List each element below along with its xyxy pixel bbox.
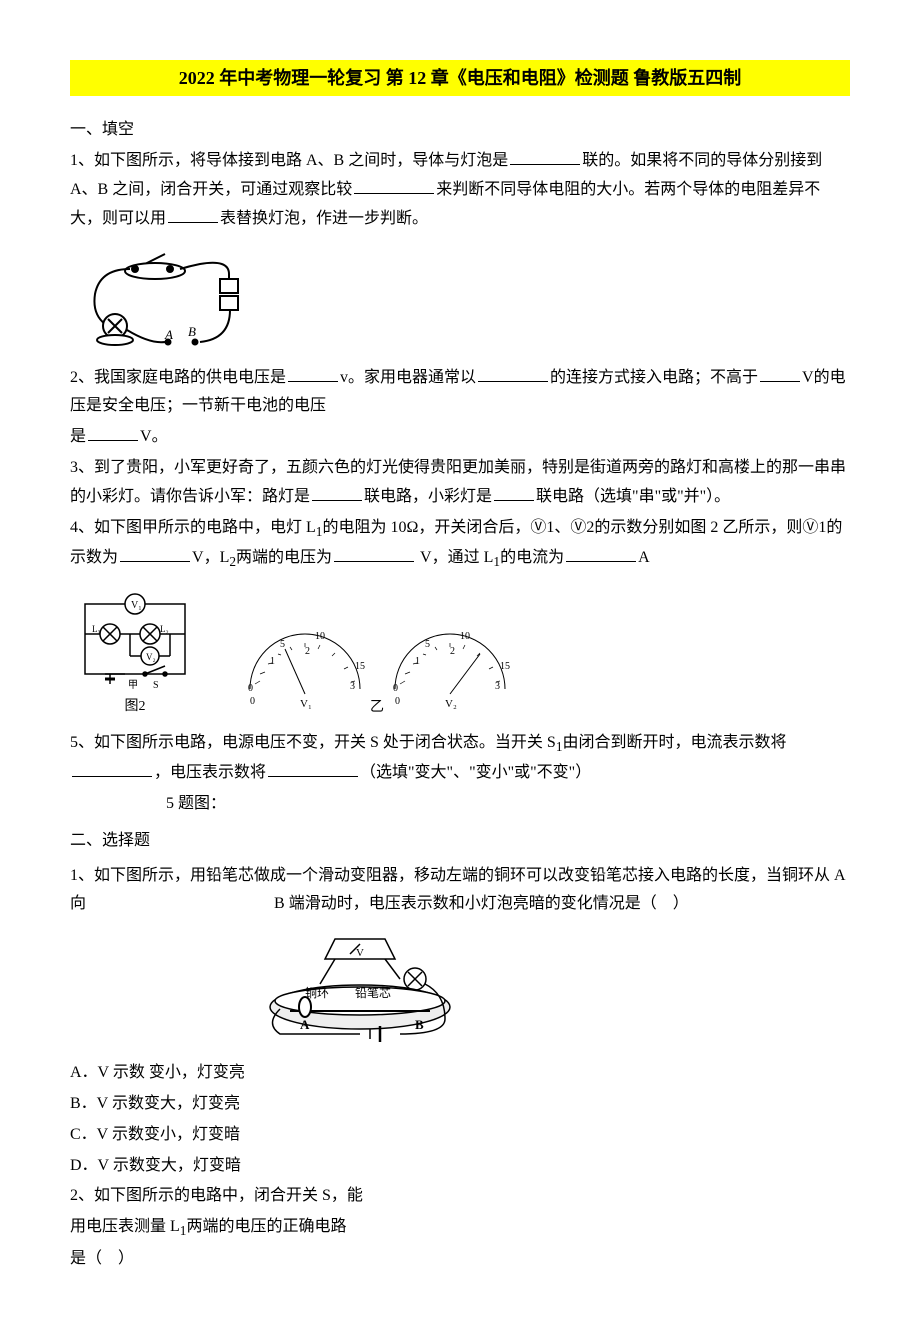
q7-l2a: 用电压表测量 L <box>70 1218 180 1235</box>
q1-figure: A B <box>70 244 850 354</box>
q4-figure: V₁ V₂ L₁ L₂ 甲 S 图2 0 0 5 1 10 <box>70 584 850 719</box>
q3-blank1 <box>312 484 362 501</box>
svg-text:S: S <box>153 680 159 691</box>
q7-line1: 2、如下图所示的电路中，闭合开关 S，能 <box>70 1182 850 1211</box>
q5-text: 5、如下图所示电路，电源电压不变，开关 S 处于闭合状态。当开关 S1由闭合到断… <box>70 729 850 788</box>
q4-blank3 <box>566 545 636 562</box>
q5-blank2 <box>268 760 358 777</box>
q3-text: 3、到了贵阳，小军更好奇了，五颜六色的灯光使得贵阳更加美丽，特别是街道两旁的路灯… <box>70 454 850 512</box>
svg-text:V₁: V₁ <box>300 698 312 710</box>
q7-line3: 是（ ） <box>70 1245 850 1274</box>
svg-text:0: 0 <box>395 696 400 707</box>
q1-end: 表替换灯泡，作进一步判断。 <box>220 210 428 227</box>
q2-mid1: v。家用电器通常以 <box>340 369 476 386</box>
q2-line2end: V。 <box>140 428 168 445</box>
svg-text:V₁: V₁ <box>131 600 142 611</box>
q2-line2: 是 V。 <box>70 423 850 452</box>
svg-text:10: 10 <box>315 631 325 642</box>
q1-pre: 1、如下图所示，将导体接到电路 A、B 之间时，导体与灯泡是 <box>70 152 508 169</box>
q5-mid1: 由闭合到断开时，电流表示数将 <box>562 734 786 751</box>
page-title: 2022 年中考物理一轮复习 第 12 章《电压和电阻》检测题 鲁教版五四制 <box>70 60 850 96</box>
svg-text:0: 0 <box>393 683 398 694</box>
q2-blank2 <box>478 365 548 382</box>
q3-t2: 联电路，小彩灯是 <box>364 488 492 505</box>
svg-text:V₂: V₂ <box>445 698 457 710</box>
q3-t3: 联电路（选填"串"或"并"）。 <box>536 488 730 505</box>
svg-text:2: 2 <box>450 646 455 657</box>
q1-blank3 <box>168 206 218 223</box>
q6-figure: V 铜环 铅笔芯 A B <box>250 929 850 1049</box>
svg-text:0: 0 <box>248 683 253 694</box>
q3-blank2 <box>494 484 534 501</box>
q4-mid4: V，通过 L <box>416 549 493 566</box>
fig6-a: A <box>300 1017 310 1032</box>
q4-mid5: 的电流为 <box>500 549 564 566</box>
q2-blank1 <box>288 365 338 382</box>
fig4-label: 图2 <box>70 694 200 719</box>
q1-blank2 <box>354 177 434 194</box>
fig4-yi: 乙 <box>370 699 384 715</box>
q5-blank1 <box>72 760 152 777</box>
q4-mid3: 两端的电压为 <box>236 549 332 566</box>
svg-text:3: 3 <box>350 681 355 692</box>
svg-text:3: 3 <box>495 681 500 692</box>
q1-text: 1、如下图所示，将导体接到电路 A、B 之间时，导体与灯泡是联的。如果将不同的导… <box>70 147 850 233</box>
q5-end: （选填"变大"、"变小"或"不变"） <box>360 764 591 781</box>
q6-choices: A．V 示数 变小，灯变亮 B．V 示数变大，灯变亮 C．V 示数变小，灯变暗 … <box>70 1059 850 1180</box>
q6-optD: D．V 示数变大，灯变暗 <box>70 1152 850 1181</box>
svg-text:L₁: L₁ <box>92 624 101 634</box>
svg-text:V: V <box>356 947 364 959</box>
q6-optC: C．V 示数变小，灯变暗 <box>70 1121 850 1150</box>
fig4-jia: 甲 <box>128 680 138 691</box>
svg-text:5: 5 <box>425 639 430 650</box>
q4-mid2: V，L <box>192 549 229 566</box>
q4-blank1 <box>120 545 190 562</box>
q6-optB: B．V 示数变大，灯变亮 <box>70 1090 850 1119</box>
q2-blank4 <box>88 424 138 441</box>
svg-text:1: 1 <box>270 656 275 667</box>
svg-text:V₂: V₂ <box>146 652 156 662</box>
q6-text: 1、如下图所示，用铅笔芯做成一个滑动变阻器，移动左端的铜环可以改变铅笔芯接入电路… <box>70 862 850 920</box>
label-b: B <box>188 324 196 339</box>
q2-blank3 <box>760 365 800 382</box>
q2-line2pre: 是 <box>70 428 86 445</box>
q6-optA: A．V 示数 变小，灯变亮 <box>70 1059 850 1088</box>
q1-blank1 <box>510 148 580 165</box>
q6-t2: B 端滑动时，电压表示数和小灯泡亮暗的变化情况是（ ） <box>274 895 689 912</box>
svg-text:15: 15 <box>500 661 510 672</box>
fig6-pb: 铅笔芯 <box>355 985 391 1000</box>
svg-text:5: 5 <box>280 639 285 650</box>
q5-pre: 5、如下图所示电路，电源电压不变，开关 S 处于闭合状态。当开关 S <box>70 734 556 751</box>
label-a: A <box>164 327 173 342</box>
q5-mid2: ，电压表示数将 <box>154 764 266 781</box>
svg-text:L₂: L₂ <box>160 624 169 634</box>
svg-text:1: 1 <box>415 656 420 667</box>
section-choice: 二、选择题 <box>70 827 850 856</box>
q2-text: 2、我国家庭电路的供电电压是v。家用电器通常以的连接方式接入电路；不高于V的电压… <box>70 364 850 422</box>
svg-text:0: 0 <box>250 696 255 707</box>
q4-blank2 <box>334 545 414 562</box>
q7-l2b: 两端的电压的正确电路 <box>186 1218 346 1235</box>
section-fill-blank: 一、填空 <box>70 116 850 145</box>
fig6-b: B <box>415 1017 424 1032</box>
fig6-cu: 铜环 <box>305 985 329 1000</box>
q5-figlabel: 5 题图： <box>70 790 850 819</box>
q4-text: 4、如下图甲所示的电路中，电灯 L1的电阻为 10Ω，开关闭合后，Ⓥ1、Ⓥ2的示… <box>70 514 850 574</box>
q4-end: A <box>638 549 650 566</box>
svg-text:2: 2 <box>305 646 310 657</box>
q7-line2: 用电压表测量 L1两端的电压的正确电路 <box>70 1213 850 1243</box>
svg-text:15: 15 <box>355 661 365 672</box>
q4-pre: 4、如下图甲所示的电路中，电灯 L <box>70 519 316 536</box>
q2-mid2: 的连接方式接入电路；不高于 <box>550 369 758 386</box>
q2-pre: 2、我国家庭电路的供电电压是 <box>70 369 286 386</box>
svg-text:10: 10 <box>460 631 470 642</box>
